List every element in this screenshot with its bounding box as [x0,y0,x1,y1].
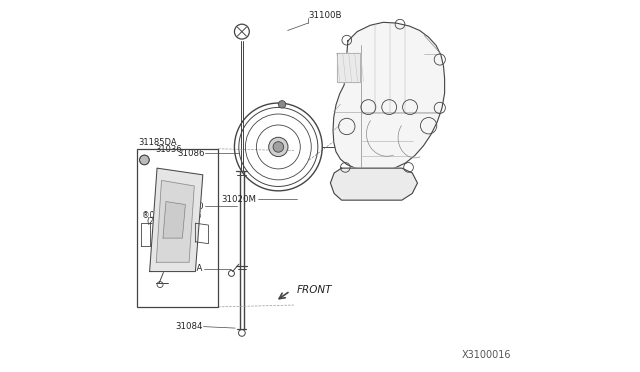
Text: ®08146-B251G: ®08146-B251G [142,211,202,219]
Polygon shape [156,180,195,262]
Text: 31183A: 31183A [170,264,203,273]
Text: 31020M: 31020M [222,195,257,203]
Polygon shape [163,202,186,238]
Text: 31036: 31036 [156,145,182,154]
Circle shape [140,155,149,165]
Text: X3100016: X3100016 [461,350,511,360]
Text: 31086: 31086 [177,149,205,158]
Bar [137,149,218,307]
Circle shape [273,142,284,152]
Text: 31185DA: 31185DA [138,138,177,147]
Polygon shape [333,22,445,172]
Polygon shape [330,168,417,200]
Polygon shape [337,53,360,82]
Polygon shape [150,168,203,272]
Text: (2): (2) [146,217,157,226]
Text: 31084: 31084 [175,322,203,331]
Text: 31100B: 31100B [308,11,342,20]
Circle shape [269,137,288,157]
Text: 31080: 31080 [177,202,204,211]
Text: FRONT: FRONT [297,285,332,295]
Circle shape [278,101,286,108]
